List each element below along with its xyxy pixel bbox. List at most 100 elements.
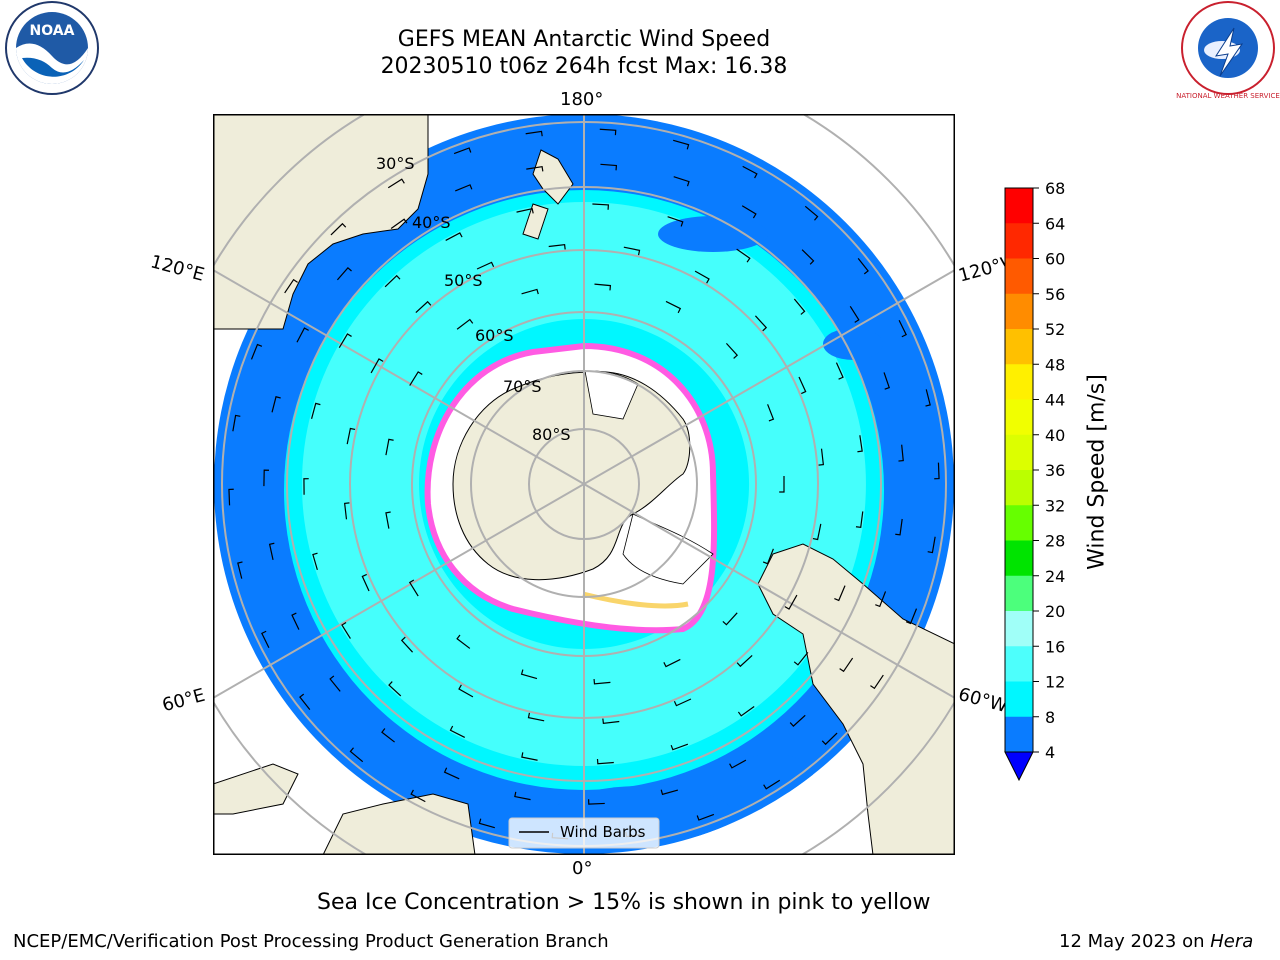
wind-barb: [729, 759, 747, 769]
wind-barb: [370, 358, 384, 374]
lat-label-30s: 30°S: [376, 154, 415, 173]
wind-barb: [587, 799, 605, 805]
wind-barb: [736, 248, 751, 263]
colorbar-band: [1005, 329, 1033, 365]
land-africa: [322, 793, 476, 855]
wind-barb: [330, 222, 347, 236]
colorbar-band: [1005, 258, 1033, 295]
wind-barb: [779, 476, 785, 493]
wind-barb: [271, 396, 281, 413]
colorbar-tick-label: 36: [1045, 461, 1065, 480]
wind-barb: [898, 320, 907, 338]
wind-barb: [521, 752, 538, 761]
colorbar-band: [1005, 188, 1033, 224]
wind-barb: [527, 712, 545, 722]
lat-label-70s: 70°S: [503, 377, 542, 396]
wind-barb: [741, 205, 757, 219]
colorbar-band: [1005, 681, 1033, 718]
colorbar-tick-label: 68: [1045, 180, 1065, 198]
wind-barb: [925, 389, 931, 407]
wind-barb: [875, 591, 887, 608]
wind-barb: [696, 813, 715, 821]
colorbar-tick-label: 16: [1045, 637, 1065, 656]
wind-barb: [410, 789, 426, 803]
wind-barb: [789, 714, 806, 727]
colorbar: 68 64 60 56 52 48 44 40 36 32 28 24 20 16 12 8 4: [1004, 180, 1065, 782]
wind-barb: [834, 585, 846, 602]
nws-logo: NATIONAL WEATHER SERVICE: [1176, 1, 1280, 100]
colorbar-band: [1005, 364, 1033, 400]
wind-barb: [855, 511, 864, 529]
colorbar-band: [1005, 434, 1033, 471]
wind-barb: [623, 246, 641, 256]
wind-barb: [303, 478, 309, 495]
wind-barb: [478, 818, 495, 829]
footer-right: 12 May 2023 on Hera: [1059, 931, 1253, 952]
wind-barb: [261, 630, 270, 648]
wind-barb: [793, 651, 809, 666]
colorbar-band: [1005, 399, 1033, 436]
lon-label-0: 0°: [572, 858, 593, 879]
wind-barb: [870, 674, 884, 690]
wind-barb: [476, 261, 495, 270]
colorbar-tick-label: 52: [1045, 320, 1065, 339]
wind-barb: [895, 518, 903, 536]
wind-barb: [387, 178, 405, 189]
wind-barb: [284, 278, 298, 294]
colorbar-tick-label: 64: [1045, 214, 1065, 233]
wind-barb: [228, 488, 234, 506]
ocean-high-wind-ring: [301, 202, 866, 767]
land-australia: [213, 114, 429, 330]
land-new-zealand: [522, 149, 574, 240]
wind-barb: [857, 435, 863, 453]
colorbar-band: [1005, 540, 1033, 577]
lat-label-80s: 80°S: [532, 425, 571, 444]
wind-barb: [390, 218, 408, 230]
wind-barb: [898, 444, 904, 462]
wind-barb: [663, 658, 681, 668]
colorbar-tick-label: 24: [1045, 567, 1065, 586]
wind-barb: [673, 698, 692, 707]
wind-barb: [384, 274, 401, 288]
colorbar-band: [1005, 293, 1033, 330]
wind-barb: [443, 767, 460, 780]
wind-barb: [312, 552, 318, 571]
colorbar-tick-label: 12: [1045, 673, 1065, 692]
wind-barb: [599, 128, 617, 136]
wind-barb: [296, 327, 309, 343]
wind-barb: [232, 414, 241, 432]
wind-barb: [857, 257, 869, 275]
wind-barb: [835, 362, 844, 380]
wind-barb: [673, 176, 690, 187]
wind-barb: [839, 657, 854, 673]
wind-barb: [818, 448, 825, 466]
svg-text:NATIONAL WEATHER SERVICE: NATIONAL WEATHER SERVICE: [1176, 92, 1280, 100]
wind-barb: [673, 139, 690, 150]
colorbar-band: [1005, 223, 1033, 259]
polar-map: 30°S 40°S 50°S 60°S 70°S 80°S Wind Barbs: [213, 114, 955, 855]
wind-barb: [310, 402, 321, 419]
lon-label-60e: 60°E: [160, 684, 208, 717]
wind-barb: [665, 300, 682, 314]
colorbar-tick-label: 8: [1045, 708, 1055, 727]
wind-barb: [385, 438, 394, 456]
wind-barb: [821, 732, 838, 746]
colorbar-band: [1005, 470, 1033, 506]
wind-barb: [329, 675, 341, 692]
wind-barb: [737, 705, 755, 717]
wind-barb: [408, 579, 419, 597]
wind-barb: [762, 548, 774, 565]
wind-barb: [456, 318, 474, 330]
chart-title-line2: 20230510 t06z 264h fcst Max: 16.38: [380, 54, 788, 79]
chart-title-line1: GEFS MEAN Antarctic Wind Speed: [397, 27, 771, 52]
wind-barb: [784, 594, 798, 610]
wind-barb: [798, 376, 807, 395]
colorbar-band: [1005, 611, 1033, 647]
wind-barb: [415, 300, 432, 314]
wind-barb: [445, 232, 463, 241]
wind-barb: [593, 679, 611, 685]
wind-barb: [725, 342, 739, 359]
wind-barb: [409, 371, 423, 386]
wind-barb: [525, 130, 543, 137]
wind-barb: [694, 270, 710, 284]
